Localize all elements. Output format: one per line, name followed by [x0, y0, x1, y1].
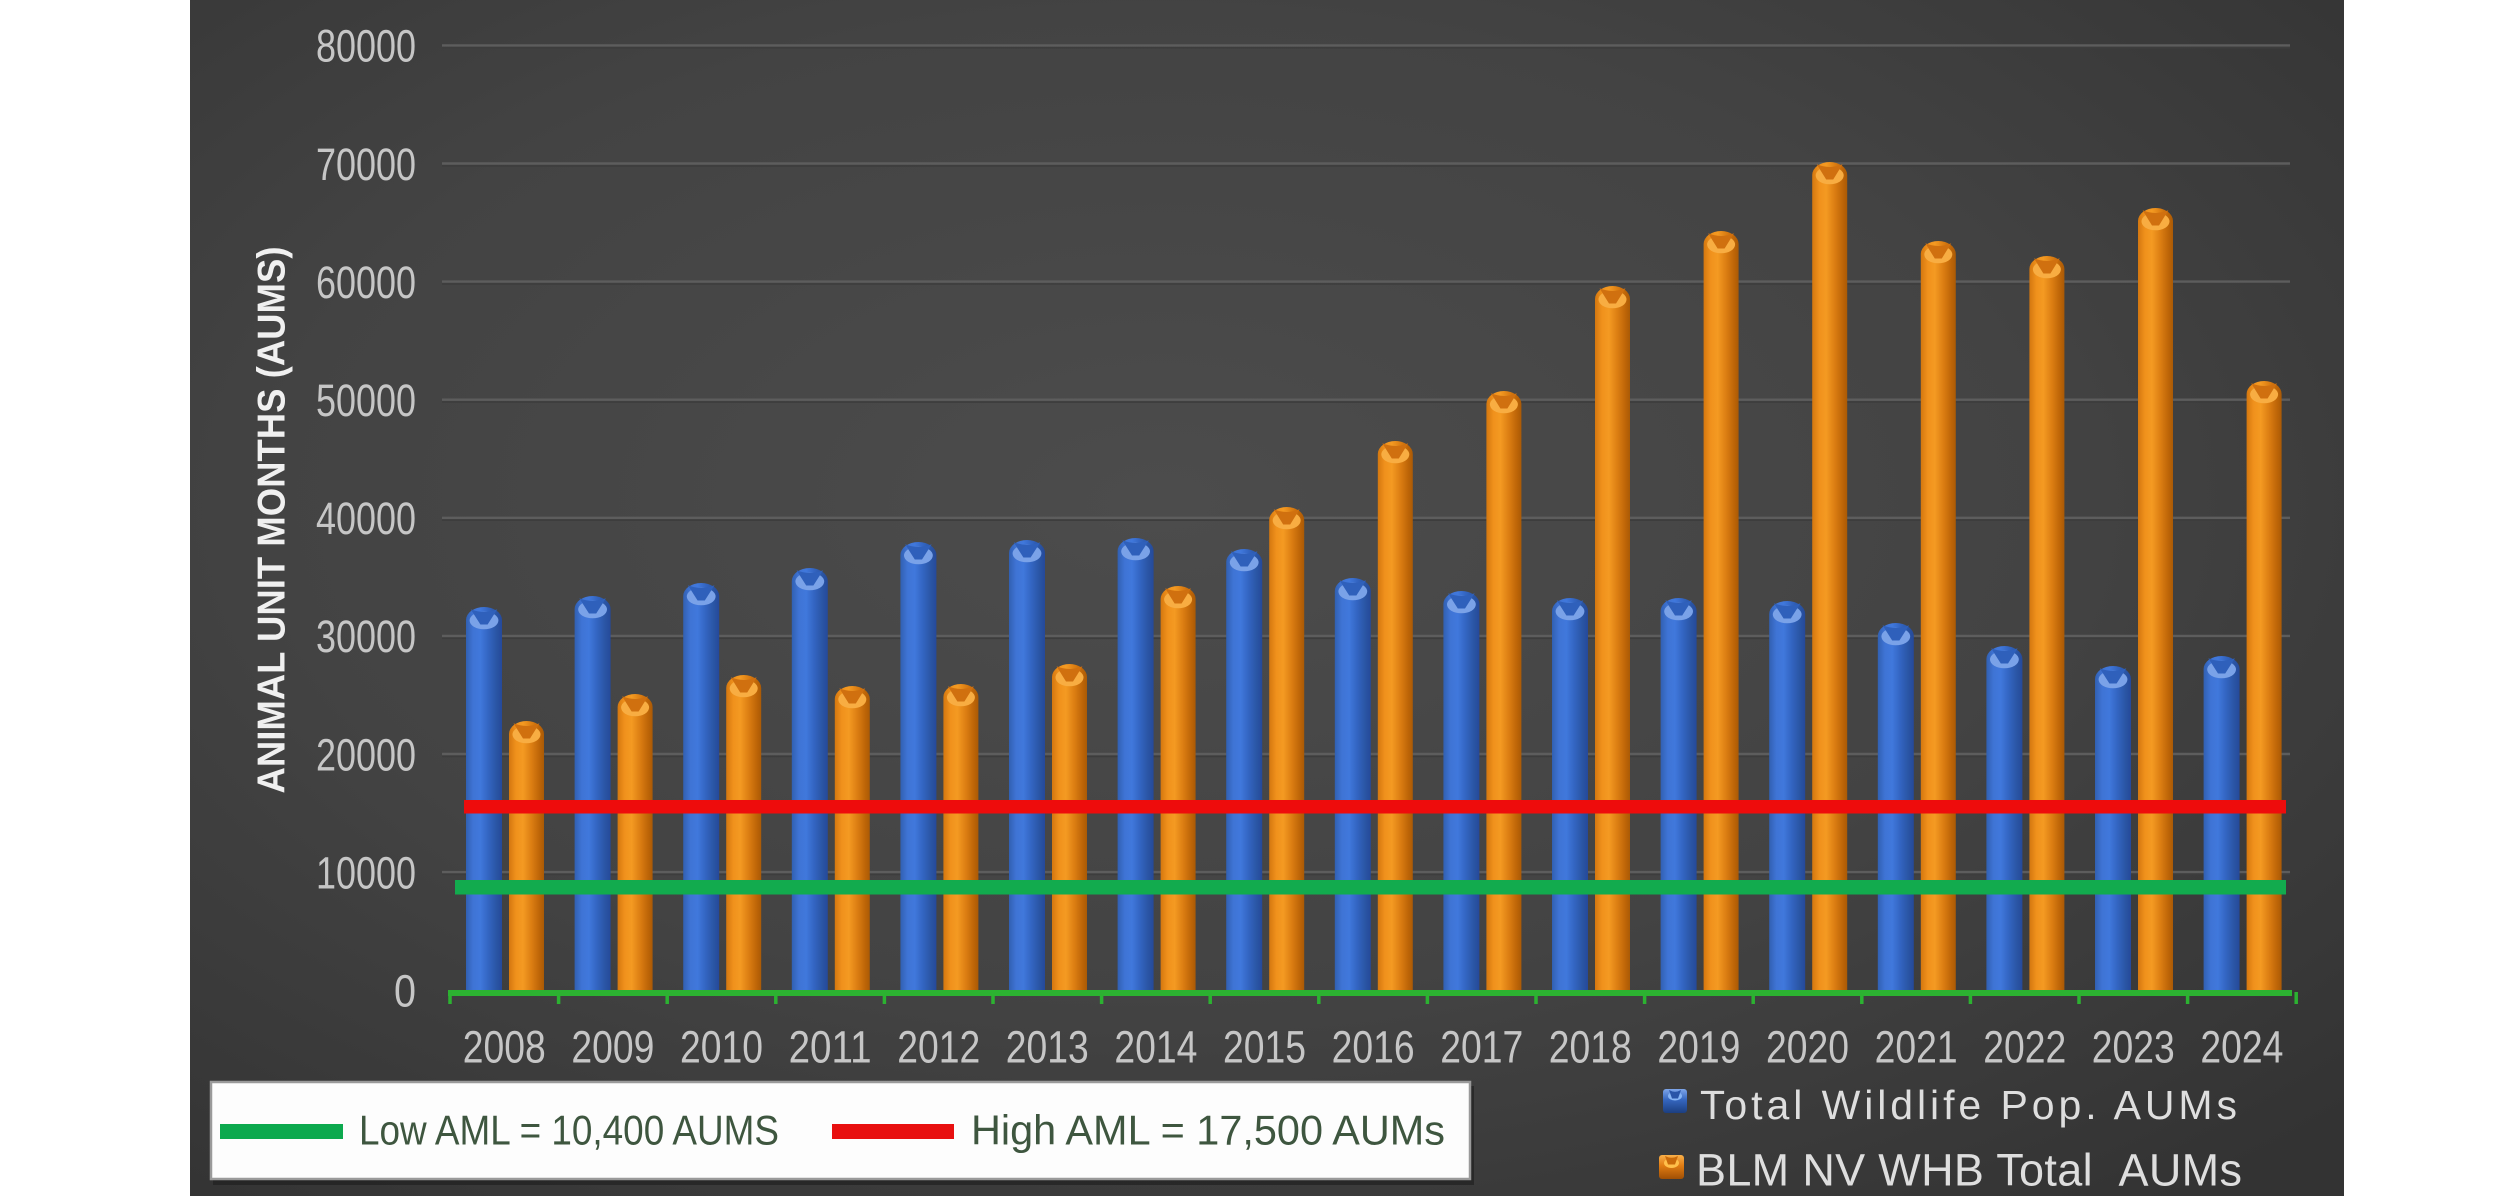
svg-text:2015: 2015: [1223, 1022, 1306, 1073]
svg-text:ANIMAL UNIT MONTHS (AUMS): ANIMAL UNIT MONTHS (AUMS): [251, 247, 294, 794]
svg-text:80000: 80000: [316, 21, 416, 72]
svg-text:10000: 10000: [316, 847, 416, 898]
svg-text:70000: 70000: [316, 139, 416, 190]
svg-text:2008: 2008: [463, 1022, 546, 1073]
svg-text:2011: 2011: [789, 1022, 872, 1073]
svg-text:0: 0: [394, 966, 416, 1017]
svg-text:2019: 2019: [1657, 1022, 1740, 1073]
svg-text:2017: 2017: [1440, 1022, 1523, 1073]
svg-text:2024: 2024: [2200, 1022, 2283, 1073]
svg-text:2021: 2021: [1875, 1022, 1958, 1073]
svg-text:2022: 2022: [1983, 1022, 2066, 1073]
svg-text:20000: 20000: [316, 729, 416, 780]
svg-text:60000: 60000: [316, 257, 416, 308]
svg-text:50000: 50000: [316, 375, 416, 426]
svg-text:2018: 2018: [1549, 1022, 1632, 1073]
svg-text:Low AML = 10,400 AUMS: Low AML = 10,400 AUMS: [359, 1107, 779, 1154]
svg-text:2016: 2016: [1332, 1022, 1415, 1073]
svg-text:40000: 40000: [316, 493, 416, 544]
svg-text:Total Wildlife Pop. AUMs: Total Wildlife Pop. AUMs: [1700, 1082, 2237, 1128]
svg-text:2012: 2012: [897, 1022, 980, 1073]
svg-text:2014: 2014: [1114, 1022, 1197, 1073]
svg-text:2023: 2023: [2092, 1022, 2175, 1073]
svg-text:30000: 30000: [316, 611, 416, 662]
svg-text:2010: 2010: [680, 1022, 763, 1073]
svg-text:2013: 2013: [1006, 1022, 1089, 1073]
svg-text:2009: 2009: [571, 1022, 654, 1073]
svg-text:High AML = 17,500 AUMs: High AML = 17,500 AUMs: [971, 1107, 1445, 1154]
svg-text:BLM NV WHB Total AUMs: BLM NV WHB Total AUMs: [1696, 1145, 2242, 1196]
svg-text:2020: 2020: [1766, 1022, 1849, 1073]
